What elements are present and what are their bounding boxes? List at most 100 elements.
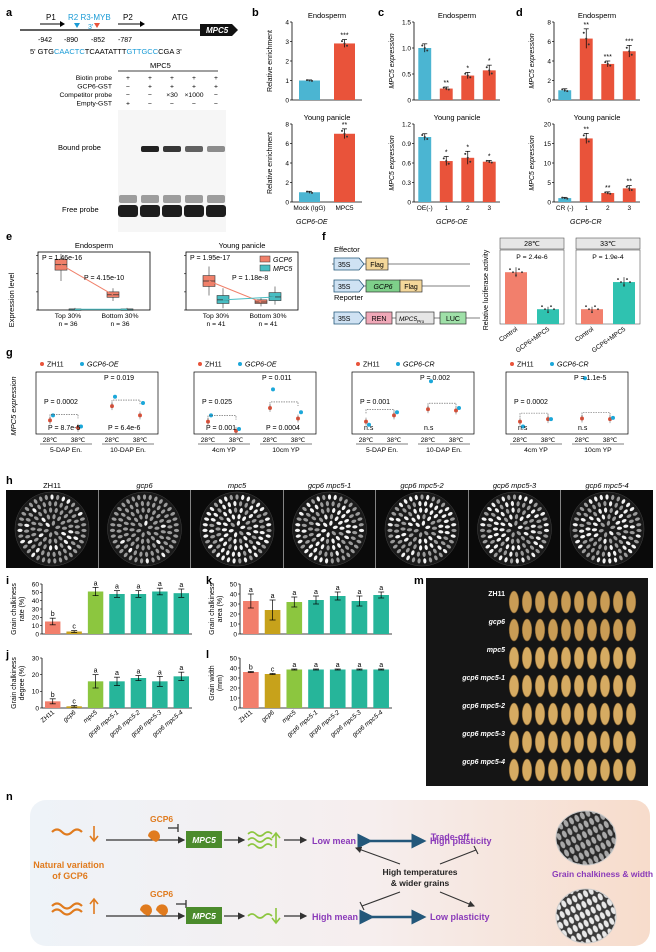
mpc5-high-wave-icon xyxy=(247,831,273,837)
grain xyxy=(24,529,30,533)
x-tick-label: Control xyxy=(498,326,520,344)
grain xyxy=(615,520,621,525)
grain xyxy=(586,521,592,526)
grain xyxy=(320,502,324,508)
data-point xyxy=(585,37,588,40)
data-point xyxy=(209,413,213,418)
grain xyxy=(159,518,165,523)
legend-label: GCP6-OE xyxy=(245,362,277,369)
data-point xyxy=(423,136,426,138)
grain xyxy=(146,538,150,544)
grain xyxy=(134,557,138,563)
grain xyxy=(45,522,50,527)
data-point xyxy=(521,424,525,429)
down-arrow-icon xyxy=(89,826,99,843)
grain xyxy=(487,506,492,512)
grain xyxy=(259,530,265,535)
grain xyxy=(618,539,624,545)
grain xyxy=(66,535,72,540)
emsa-row-label: Empty-GST xyxy=(77,101,113,108)
grain xyxy=(634,517,640,521)
grain xyxy=(387,528,393,533)
grain xyxy=(336,502,341,508)
grain xyxy=(306,502,311,508)
sample-size: n = 36 xyxy=(110,321,129,328)
panel-f-constructs: 35S Flag 35S GCP6 Flag 35S REN MPC5Pro LUC xyxy=(332,257,480,325)
y-axis-label: Relative enrichment xyxy=(267,132,274,194)
grain xyxy=(248,539,254,545)
grain xyxy=(627,548,633,554)
grain xyxy=(431,496,436,502)
grain xyxy=(425,525,431,529)
seed xyxy=(534,674,546,698)
dish-label: gcp6 mpc5-1 xyxy=(308,481,351,490)
grain xyxy=(626,514,632,519)
p-value: P = 0.001 xyxy=(206,425,236,432)
grain xyxy=(239,507,243,514)
grain xyxy=(421,520,426,526)
emsa-row-label: Biotin probe xyxy=(76,75,112,82)
grain xyxy=(348,541,354,546)
grain xyxy=(411,557,416,563)
grain xyxy=(146,501,150,507)
pos-852: -852 xyxy=(91,37,105,44)
bar xyxy=(418,137,432,202)
bound-probe-label: Bound probe xyxy=(58,143,101,152)
x-tick-label: gcp6 xyxy=(261,709,277,724)
p-value: P = 0.001 xyxy=(360,399,390,406)
probe-sequence: 5' GTGCAACTCTCAATATTTGTTGCCCGA 3' xyxy=(30,47,182,56)
bar xyxy=(264,610,281,634)
grain xyxy=(206,511,212,516)
chart-title: Endosperm xyxy=(578,11,616,20)
data-point xyxy=(306,190,308,193)
grain xyxy=(443,536,449,540)
grain xyxy=(122,527,129,531)
grain xyxy=(151,502,156,508)
grain xyxy=(389,517,395,521)
grain xyxy=(424,531,429,536)
grain xyxy=(632,512,638,516)
grain xyxy=(394,523,400,528)
grain xyxy=(297,539,303,544)
grain xyxy=(253,509,258,514)
bar xyxy=(87,681,104,708)
bar xyxy=(439,161,453,202)
grain xyxy=(441,514,447,518)
grain xyxy=(296,517,302,521)
emsa-cell: − xyxy=(148,92,152,99)
grain xyxy=(28,512,34,517)
grain xyxy=(434,555,438,561)
grain xyxy=(526,539,531,545)
grain xyxy=(305,540,310,544)
grain xyxy=(227,536,232,542)
grain xyxy=(311,516,317,521)
p-value: P = 0.011 xyxy=(262,375,292,382)
bar xyxy=(109,681,125,708)
bar xyxy=(66,631,82,634)
data-point xyxy=(490,161,493,164)
seed xyxy=(586,646,598,670)
p-value: P = 1.18e-8 xyxy=(232,275,268,282)
emsa-cell: − xyxy=(148,101,152,108)
data-point xyxy=(518,268,520,271)
panel-label-d: d xyxy=(516,7,523,19)
panel-e: e Expression level Endosperm P = 1.46e-16… xyxy=(6,231,299,328)
grain xyxy=(220,547,225,553)
pos-942: -942 xyxy=(38,37,52,44)
grain xyxy=(166,519,172,524)
comparison-bracket xyxy=(207,415,237,420)
significance-letter: a xyxy=(94,580,98,587)
grain xyxy=(141,545,145,551)
seed xyxy=(547,590,559,614)
grain xyxy=(352,525,358,529)
grain xyxy=(76,544,82,549)
grain xyxy=(496,537,502,542)
grain xyxy=(313,555,318,561)
grain xyxy=(116,529,122,533)
grain xyxy=(358,523,364,527)
seed-row-label: gcp6 xyxy=(488,619,505,626)
grain xyxy=(489,548,494,554)
data-point xyxy=(442,86,445,89)
grain xyxy=(172,517,178,521)
data-point xyxy=(561,196,564,199)
